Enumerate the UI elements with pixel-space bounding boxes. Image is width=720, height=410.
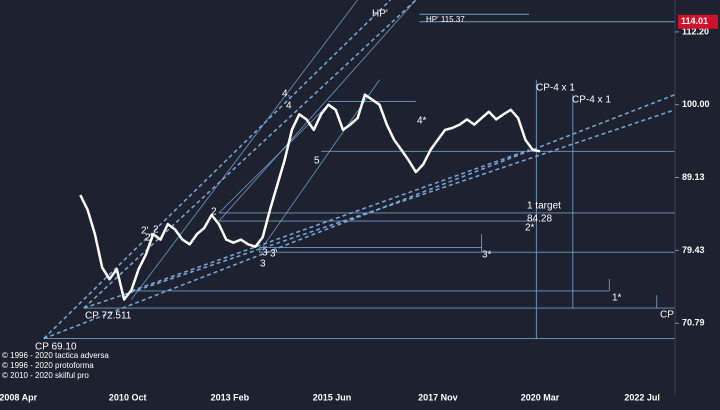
annotation: HP' 115.37 [426, 15, 465, 24]
annotation: 3 [262, 248, 268, 259]
annotation: 2 [153, 225, 159, 236]
x-tick-label: 2017 Nov [418, 392, 458, 402]
credit: © 1996 - 2020 protoforma [2, 361, 94, 370]
x-tick-label: 2008 Apr [0, 392, 38, 402]
credit: © 1996 - 2020 tactica adversa [2, 351, 109, 360]
overlay: 70.79 79.43 89.13 100.00 112.20 2008 Apr 2010 … [0, 0, 718, 402]
annotation: 1* [612, 293, 622, 304]
annotation: 2' [145, 233, 153, 244]
annotation: 4* [417, 116, 427, 127]
annotation: HP' [372, 9, 388, 20]
annotation: 3* [482, 250, 492, 261]
y-tick-label: 89.13 [682, 172, 705, 182]
trend-line [83, 0, 417, 309]
x-tick-label: 2013 Feb [211, 392, 250, 402]
trend-line [83, 109, 675, 309]
y-tick-label: 100.00 [682, 99, 710, 109]
y-tick-label: 70.79 [682, 318, 705, 328]
trend-line [43, 93, 675, 340]
annotation: CP [660, 310, 674, 321]
price-line [79, 93, 541, 301]
annotation: 3 [260, 259, 266, 270]
last-price-box [678, 14, 718, 29]
annotation: 2' [141, 226, 149, 237]
trend-line [43, 0, 391, 340]
x-tick-label: 2020 Mar [521, 392, 560, 402]
annotation: CP-4 x 1 [536, 83, 575, 94]
annotation: 4 [286, 101, 292, 112]
last-price-label: 114.01 [681, 16, 708, 26]
annotation: 2* [525, 223, 535, 234]
annotation: 3' [270, 249, 278, 260]
plot-area [43, 0, 675, 340]
x-tick-label: 2015 Jun [313, 392, 352, 402]
trend-line [131, 149, 530, 292]
annotation: CP 69.10 [35, 342, 77, 353]
annotation: CP 72.511 [85, 311, 132, 322]
credit: © 2010 - 2020 skilful pro [2, 371, 89, 380]
annotation: 1 target [527, 201, 561, 212]
y-tick-label: 79.43 [682, 245, 705, 255]
x-tick-label: 2022 Jul [624, 392, 660, 402]
x-tick-label: 2010 Oct [109, 392, 147, 402]
annotation: CP-4 x 1 [572, 95, 611, 106]
annotation: 2 [211, 207, 217, 218]
annotation: 84.28 [527, 214, 552, 225]
annotation: 5 [314, 156, 320, 167]
trend-line [130, 0, 358, 300]
trend-line [218, 0, 417, 222]
annotation: 4. [282, 89, 290, 100]
y-tick-label: 112.20 [682, 26, 709, 36]
